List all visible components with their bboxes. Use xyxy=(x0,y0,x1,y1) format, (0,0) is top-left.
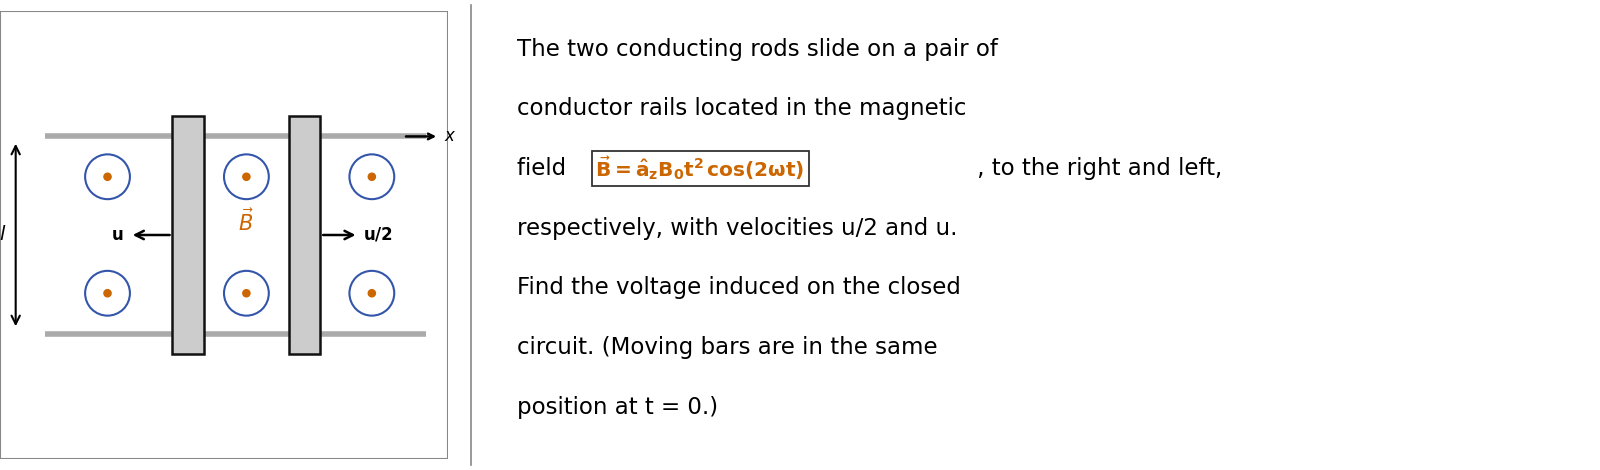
Text: $\mathbf{u}$: $\mathbf{u}$ xyxy=(110,226,123,244)
Text: $\mathbf{u/2}$: $\mathbf{u/2}$ xyxy=(363,226,392,244)
Text: $\vec{B}$: $\vec{B}$ xyxy=(238,208,254,235)
Circle shape xyxy=(368,290,376,297)
Text: The two conducting rods slide on a pair of: The two conducting rods slide on a pair … xyxy=(517,38,998,61)
Text: , to the right and left,: , to the right and left, xyxy=(970,157,1222,180)
Text: Find the voltage induced on the closed: Find the voltage induced on the closed xyxy=(517,276,962,299)
Circle shape xyxy=(243,290,250,297)
Text: $x$: $x$ xyxy=(443,127,456,145)
Text: conductor rails located in the magnetic: conductor rails located in the magnetic xyxy=(517,97,966,120)
Text: field: field xyxy=(517,157,573,180)
Circle shape xyxy=(368,173,376,180)
Circle shape xyxy=(104,173,110,180)
Text: respectively, with velocities u/2 and u.: respectively, with velocities u/2 and u. xyxy=(517,217,958,240)
Bar xyxy=(173,116,203,354)
Text: $\mathbf{\vec{B} = \hat{a}_z B_0 t^2\,cos(2\omega t)}$: $\mathbf{\vec{B} = \hat{a}_z B_0 t^2\,co… xyxy=(595,155,805,182)
Bar xyxy=(290,116,320,354)
Text: circuit. (Moving bars are in the same: circuit. (Moving bars are in the same xyxy=(517,336,938,359)
Text: $l$: $l$ xyxy=(0,226,6,244)
Text: position at t = 0.): position at t = 0.) xyxy=(517,396,718,419)
Circle shape xyxy=(104,290,110,297)
Circle shape xyxy=(243,173,250,180)
